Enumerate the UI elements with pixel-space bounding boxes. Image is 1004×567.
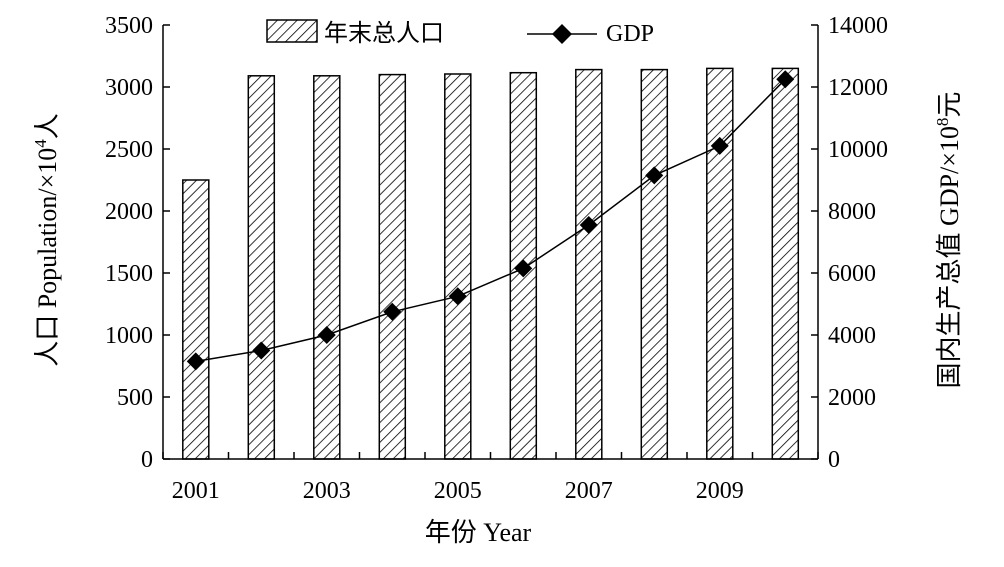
population-bar-2007 <box>575 68 603 460</box>
left-tick-label: 1000 <box>105 323 153 349</box>
gdp-point-2010 <box>776 70 795 89</box>
left-tick-label: 3000 <box>105 75 153 101</box>
gdp-point-2002 <box>252 341 271 360</box>
left-tick-label: 1500 <box>105 261 153 287</box>
axes: 0 500 1000 1500 2000 2500 3000 3500 0 2000 4000 600… <box>105 13 888 504</box>
population-bars <box>182 67 800 460</box>
left-tick-label: 500 <box>117 385 153 411</box>
gdp-point-2007 <box>579 215 598 234</box>
gdp-point-2004 <box>383 302 402 321</box>
legend: 年末总人口 GDP <box>266 19 654 47</box>
gdp-point-2009 <box>710 136 729 155</box>
gdp-point-2001 <box>186 352 205 371</box>
left-axis-title-exponent: 4 <box>31 139 50 148</box>
right-tick-label: 14000 <box>828 13 888 39</box>
population-bar-2005 <box>444 73 472 460</box>
gdp-line <box>195 78 786 363</box>
right-tick-label: 4000 <box>828 323 876 349</box>
right-tick-label: 12000 <box>828 75 888 101</box>
population-bar-2004 <box>378 73 407 460</box>
gdp-point-2008 <box>645 166 664 185</box>
right-axis-title-main: 国内生产总值 GDP/×10 <box>935 126 964 388</box>
gdp-line-series <box>186 70 795 371</box>
left-tick-label: 0 <box>141 447 153 473</box>
right-tick-label: 6000 <box>828 261 876 287</box>
population-bar-2002 <box>247 75 276 460</box>
population-bar-2008 <box>640 68 669 460</box>
x-axis-title: 年份 Year <box>425 518 532 547</box>
left-axis-title: 人口 Population/×104人 <box>31 113 62 367</box>
legend-population-swatch <box>266 19 318 43</box>
population-bar-2009 <box>706 67 734 460</box>
gdp-point-2003 <box>317 326 336 344</box>
left-tick-label: 2500 <box>105 137 153 163</box>
right-axis-title-exponent: 8 <box>933 118 952 127</box>
x-tick-label-2007: 2007 <box>565 478 613 504</box>
right-axis-title-unit: 元 <box>935 92 964 118</box>
x-tick-label-2001: 2001 <box>172 478 220 504</box>
x-tick-label-2003: 2003 <box>303 478 351 504</box>
population-bar-2003 <box>313 75 341 460</box>
population-bar-2010 <box>771 67 800 460</box>
left-tick-label: 3500 <box>105 13 153 39</box>
population-bar-2001 <box>182 179 210 460</box>
right-axis-title: 国内生产总值 GDP/×108元 <box>933 92 964 389</box>
legend-population-label: 年末总人口 <box>324 20 444 47</box>
left-axis-title-unit: 人 <box>33 113 62 139</box>
legend-gdp-marker <box>552 24 572 44</box>
gdp-point-2005 <box>448 287 467 306</box>
x-tick-label-2005: 2005 <box>434 478 482 504</box>
right-tick-label: 2000 <box>828 385 876 411</box>
right-tick-label: 0 <box>828 447 840 473</box>
legend-gdp-label: GDP <box>606 21 654 47</box>
right-tick-label: 10000 <box>828 137 888 163</box>
left-tick-label: 2000 <box>105 199 153 225</box>
right-tick-label: 8000 <box>828 199 876 225</box>
left-axis-title-main: 人口 Population/×10 <box>33 148 62 367</box>
gdp-point-2006 <box>514 259 533 278</box>
x-tick-label-2009: 2009 <box>696 478 744 504</box>
